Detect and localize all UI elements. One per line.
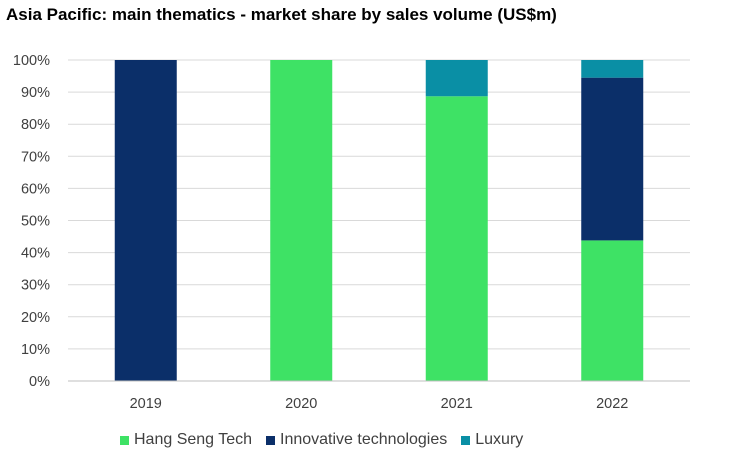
y-tick-label: 50% [21, 214, 50, 230]
bar-hang-seng-tech-2020 [270, 60, 333, 381]
y-axis-tick-labels: 0% 10% 20% 30% 40% 50% 60% 70% 80% 90% 100% [13, 53, 50, 390]
legend-label-hang-seng-tech: Hang Seng Tech [134, 431, 253, 448]
y-tick-label: 40% [21, 246, 50, 262]
legend-label-innovative-technologies: Innovative technologies [280, 431, 448, 448]
bar-luxury-2021 [425, 60, 488, 97]
bar-hang-seng-tech-2022 [581, 240, 644, 381]
x-tick-label: 2019 [130, 396, 162, 412]
bar-luxury-2022 [581, 60, 644, 78]
y-tick-label: 30% [21, 278, 50, 294]
bars [114, 60, 644, 381]
y-tick-label: 100% [13, 53, 50, 69]
legend-label-luxury: Luxury [475, 431, 524, 448]
x-tick-label: 2020 [285, 396, 317, 412]
bar-innovative-technologies-2019 [114, 60, 177, 381]
legend-swatch-hang-seng-tech [120, 435, 129, 445]
legend-item-hang-seng-tech: Hang Seng Tech [120, 431, 252, 449]
legend-item-innovative-technologies: Innovative technologies [266, 431, 447, 449]
bar-innovative-technologies-2022 [581, 77, 644, 241]
y-tick-label: 80% [21, 117, 50, 133]
chart-title: Asia Pacific: main thematics - market sh… [6, 5, 557, 24]
y-tick-label: 0% [29, 374, 50, 390]
bar-hang-seng-tech-2021 [425, 96, 488, 381]
y-tick-label: 90% [21, 85, 50, 101]
y-tick-label: 60% [21, 181, 50, 197]
y-tick-label: 70% [21, 149, 50, 165]
x-axis-tick-labels: 2019 2020 2021 2022 [130, 396, 629, 412]
legend-swatch-luxury [461, 435, 471, 445]
x-tick-label: 2022 [596, 396, 628, 412]
y-tick-label: 20% [21, 310, 50, 326]
legend-swatch-innovative-technologies [266, 435, 276, 445]
legend: Hang Seng Tech Innovative technologies L… [120, 431, 523, 449]
y-tick-label: 10% [21, 342, 50, 358]
x-tick-label: 2021 [441, 396, 473, 412]
legend-item-luxury: Luxury [461, 431, 523, 449]
